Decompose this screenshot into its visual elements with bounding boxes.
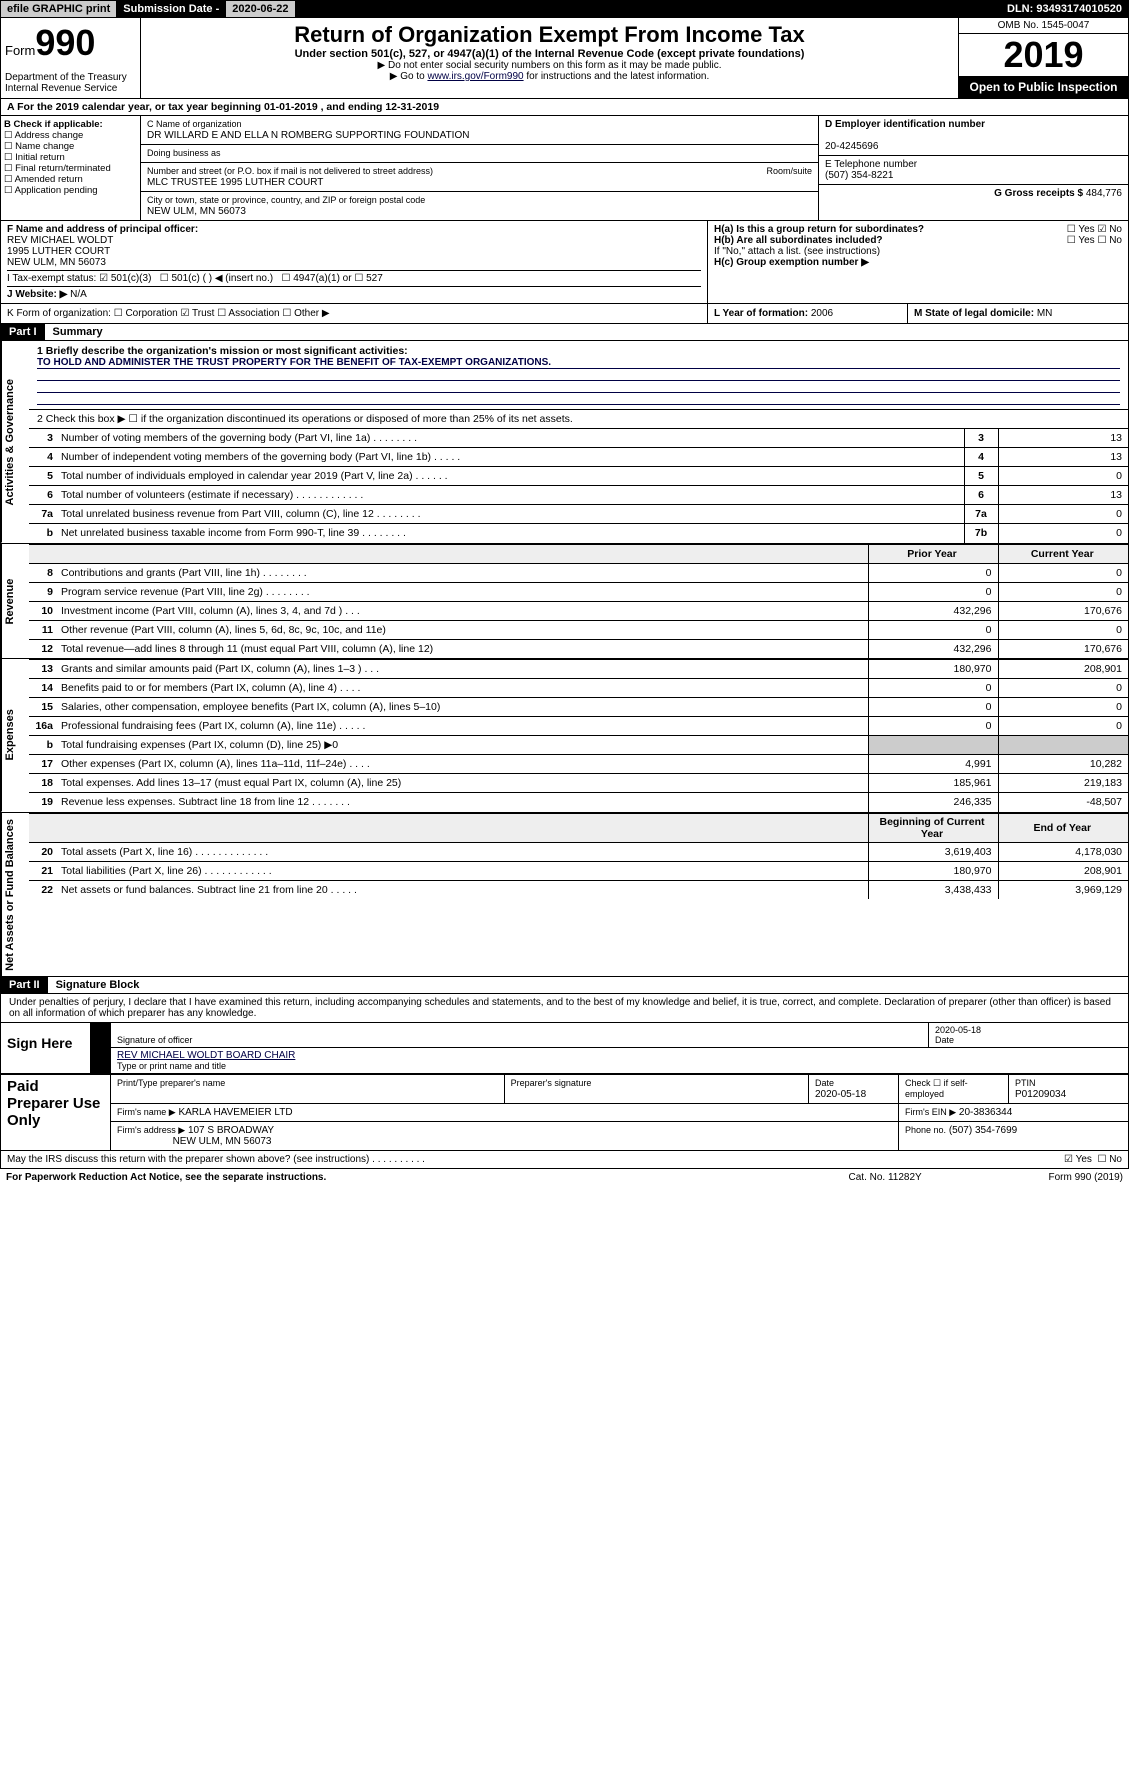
officer-group-row: F Name and address of principal officer:… bbox=[0, 221, 1129, 304]
klm-row: K Form of organization: ☐ Corporation ☑ … bbox=[0, 304, 1129, 324]
chk-name-change[interactable]: Name change bbox=[4, 141, 74, 152]
governance-table: 3Number of voting members of the governi… bbox=[29, 428, 1128, 543]
officer-name: REV MICHAEL WOLDT bbox=[7, 235, 113, 246]
chk-527[interactable]: 527 bbox=[354, 273, 382, 284]
form-note-ssn: ▶ Do not enter social security numbers o… bbox=[149, 60, 950, 71]
ha-no[interactable]: No bbox=[1097, 224, 1122, 235]
discuss-row: May the IRS discuss this return with the… bbox=[0, 1151, 1129, 1169]
paid-preparer-label: Paid Preparer Use Only bbox=[1, 1075, 111, 1151]
chk-501c3[interactable]: 501(c)(3) bbox=[99, 273, 151, 284]
part2-header: Part II Signature Block bbox=[0, 977, 1129, 994]
tax-period: A For the 2019 calendar year, or tax yea… bbox=[0, 99, 1129, 116]
q2-discontinued: 2 Check this box ▶ ☐ if the organization… bbox=[29, 410, 1128, 428]
form-title: Return of Organization Exempt From Incom… bbox=[149, 22, 950, 48]
submission-date-label: Submission Date - bbox=[117, 1, 225, 17]
vtab-governance: Activities & Governance bbox=[1, 341, 29, 543]
chk-4947[interactable]: 4947(a)(1) or bbox=[281, 273, 351, 284]
firm-name: KARLA HAVEMEIER LTD bbox=[178, 1107, 292, 1118]
hb-yes[interactable]: Yes bbox=[1067, 235, 1095, 246]
entity-info: B Check if applicable: Address change Na… bbox=[0, 116, 1129, 221]
website: N/A bbox=[70, 289, 87, 300]
phone: (507) 354-8221 bbox=[825, 170, 893, 181]
mission-text: TO HOLD AND ADMINISTER THE TRUST PROPERT… bbox=[37, 357, 1120, 369]
omb-number: OMB No. 1545-0047 bbox=[959, 18, 1128, 34]
mission-question: 1 Briefly describe the organization's mi… bbox=[37, 345, 1120, 357]
org-city: NEW ULM, MN 56073 bbox=[147, 206, 246, 217]
gross-receipts: 484,776 bbox=[1086, 188, 1122, 199]
tax-year: 2019 bbox=[959, 34, 1128, 76]
form-number: Form990 bbox=[5, 22, 136, 64]
part1-header: Part I Summary bbox=[0, 324, 1129, 341]
ein: 20-4245696 bbox=[825, 141, 878, 152]
topbar-spacer bbox=[295, 1, 1001, 17]
netassets-table: Beginning of Current YearEnd of Year20To… bbox=[29, 813, 1128, 900]
discuss-yes[interactable]: Yes bbox=[1064, 1154, 1092, 1165]
box-b: B Check if applicable: Address change Na… bbox=[1, 116, 141, 220]
perjury-statement: Under penalties of perjury, I declare th… bbox=[1, 994, 1128, 1023]
box-m: M State of legal domicile: MN bbox=[908, 304, 1128, 323]
dept-treasury: Department of the Treasury Internal Reve… bbox=[5, 72, 136, 94]
summary-governance: Activities & Governance 1 Briefly descri… bbox=[0, 341, 1129, 544]
box-d: D Employer identification number 20-4245… bbox=[819, 116, 1128, 156]
box-g: G Gross receipts $ 484,776 bbox=[819, 185, 1128, 202]
revenue-table: Prior YearCurrent Year8Contributions and… bbox=[29, 544, 1128, 659]
vtab-expenses: Expenses bbox=[1, 659, 29, 812]
irs-link[interactable]: www.irs.gov/Form990 bbox=[427, 71, 523, 82]
org-name: DR WILLARD E AND ELLA N ROMBERG SUPPORTI… bbox=[147, 130, 469, 141]
vtab-revenue: Revenue bbox=[1, 544, 29, 659]
vtab-netassets: Net Assets or Fund Balances bbox=[1, 813, 29, 977]
box-l: L Year of formation: 2006 bbox=[708, 304, 908, 323]
hb-no[interactable]: No bbox=[1097, 235, 1122, 246]
expenses-table: 13Grants and similar amounts paid (Part … bbox=[29, 659, 1128, 812]
chk-amended[interactable]: Amended return bbox=[4, 174, 83, 185]
chk-address-change[interactable]: Address change bbox=[4, 130, 83, 141]
officer-signed-name[interactable]: REV MICHAEL WOLDT BOARD CHAIR bbox=[117, 1050, 295, 1061]
submission-date-value: 2020-06-22 bbox=[225, 1, 294, 17]
form-subtitle: Under section 501(c), 527, or 4947(a)(1)… bbox=[149, 48, 950, 60]
signature-block: Under penalties of perjury, I declare th… bbox=[0, 994, 1129, 1074]
open-to-public: Open to Public Inspection bbox=[959, 76, 1128, 98]
summary-netassets: Net Assets or Fund Balances Beginning of… bbox=[0, 813, 1129, 978]
form-footer: For Paperwork Reduction Act Notice, see … bbox=[0, 1169, 1129, 1186]
chk-app-pending[interactable]: Application pending bbox=[4, 185, 98, 196]
dln: DLN: 93493174010520 bbox=[1001, 1, 1128, 17]
efile-label[interactable]: efile GRAPHIC print bbox=[1, 1, 117, 17]
summary-expenses: Expenses 13Grants and similar amounts pa… bbox=[0, 659, 1129, 813]
summary-revenue: Revenue Prior YearCurrent Year8Contribut… bbox=[0, 544, 1129, 660]
form-note-link: ▶ Go to www.irs.gov/Form990 for instruct… bbox=[149, 71, 950, 82]
chk-501c[interactable]: 501(c) ( ) ◀ (insert no.) bbox=[160, 273, 273, 284]
ha-yes[interactable]: Yes bbox=[1067, 224, 1095, 235]
top-bar: efile GRAPHIC print Submission Date - 20… bbox=[0, 0, 1129, 18]
box-k: K Form of organization: ☐ Corporation ☑ … bbox=[1, 304, 708, 323]
form-header: Form990 Department of the Treasury Inter… bbox=[0, 18, 1129, 99]
box-c: C Name of organization DR WILLARD E AND … bbox=[141, 116, 818, 220]
paid-preparer: Paid Preparer Use Only Print/Type prepar… bbox=[0, 1074, 1129, 1151]
chk-initial-return[interactable]: Initial return bbox=[4, 152, 65, 163]
sign-here-label: Sign Here bbox=[1, 1023, 91, 1073]
org-address: MLC TRUSTEE 1995 LUTHER COURT bbox=[147, 177, 323, 188]
box-e: E Telephone number (507) 354-8221 bbox=[819, 156, 1128, 185]
discuss-no[interactable]: No bbox=[1097, 1154, 1122, 1165]
chk-final-return[interactable]: Final return/terminated bbox=[4, 163, 111, 174]
